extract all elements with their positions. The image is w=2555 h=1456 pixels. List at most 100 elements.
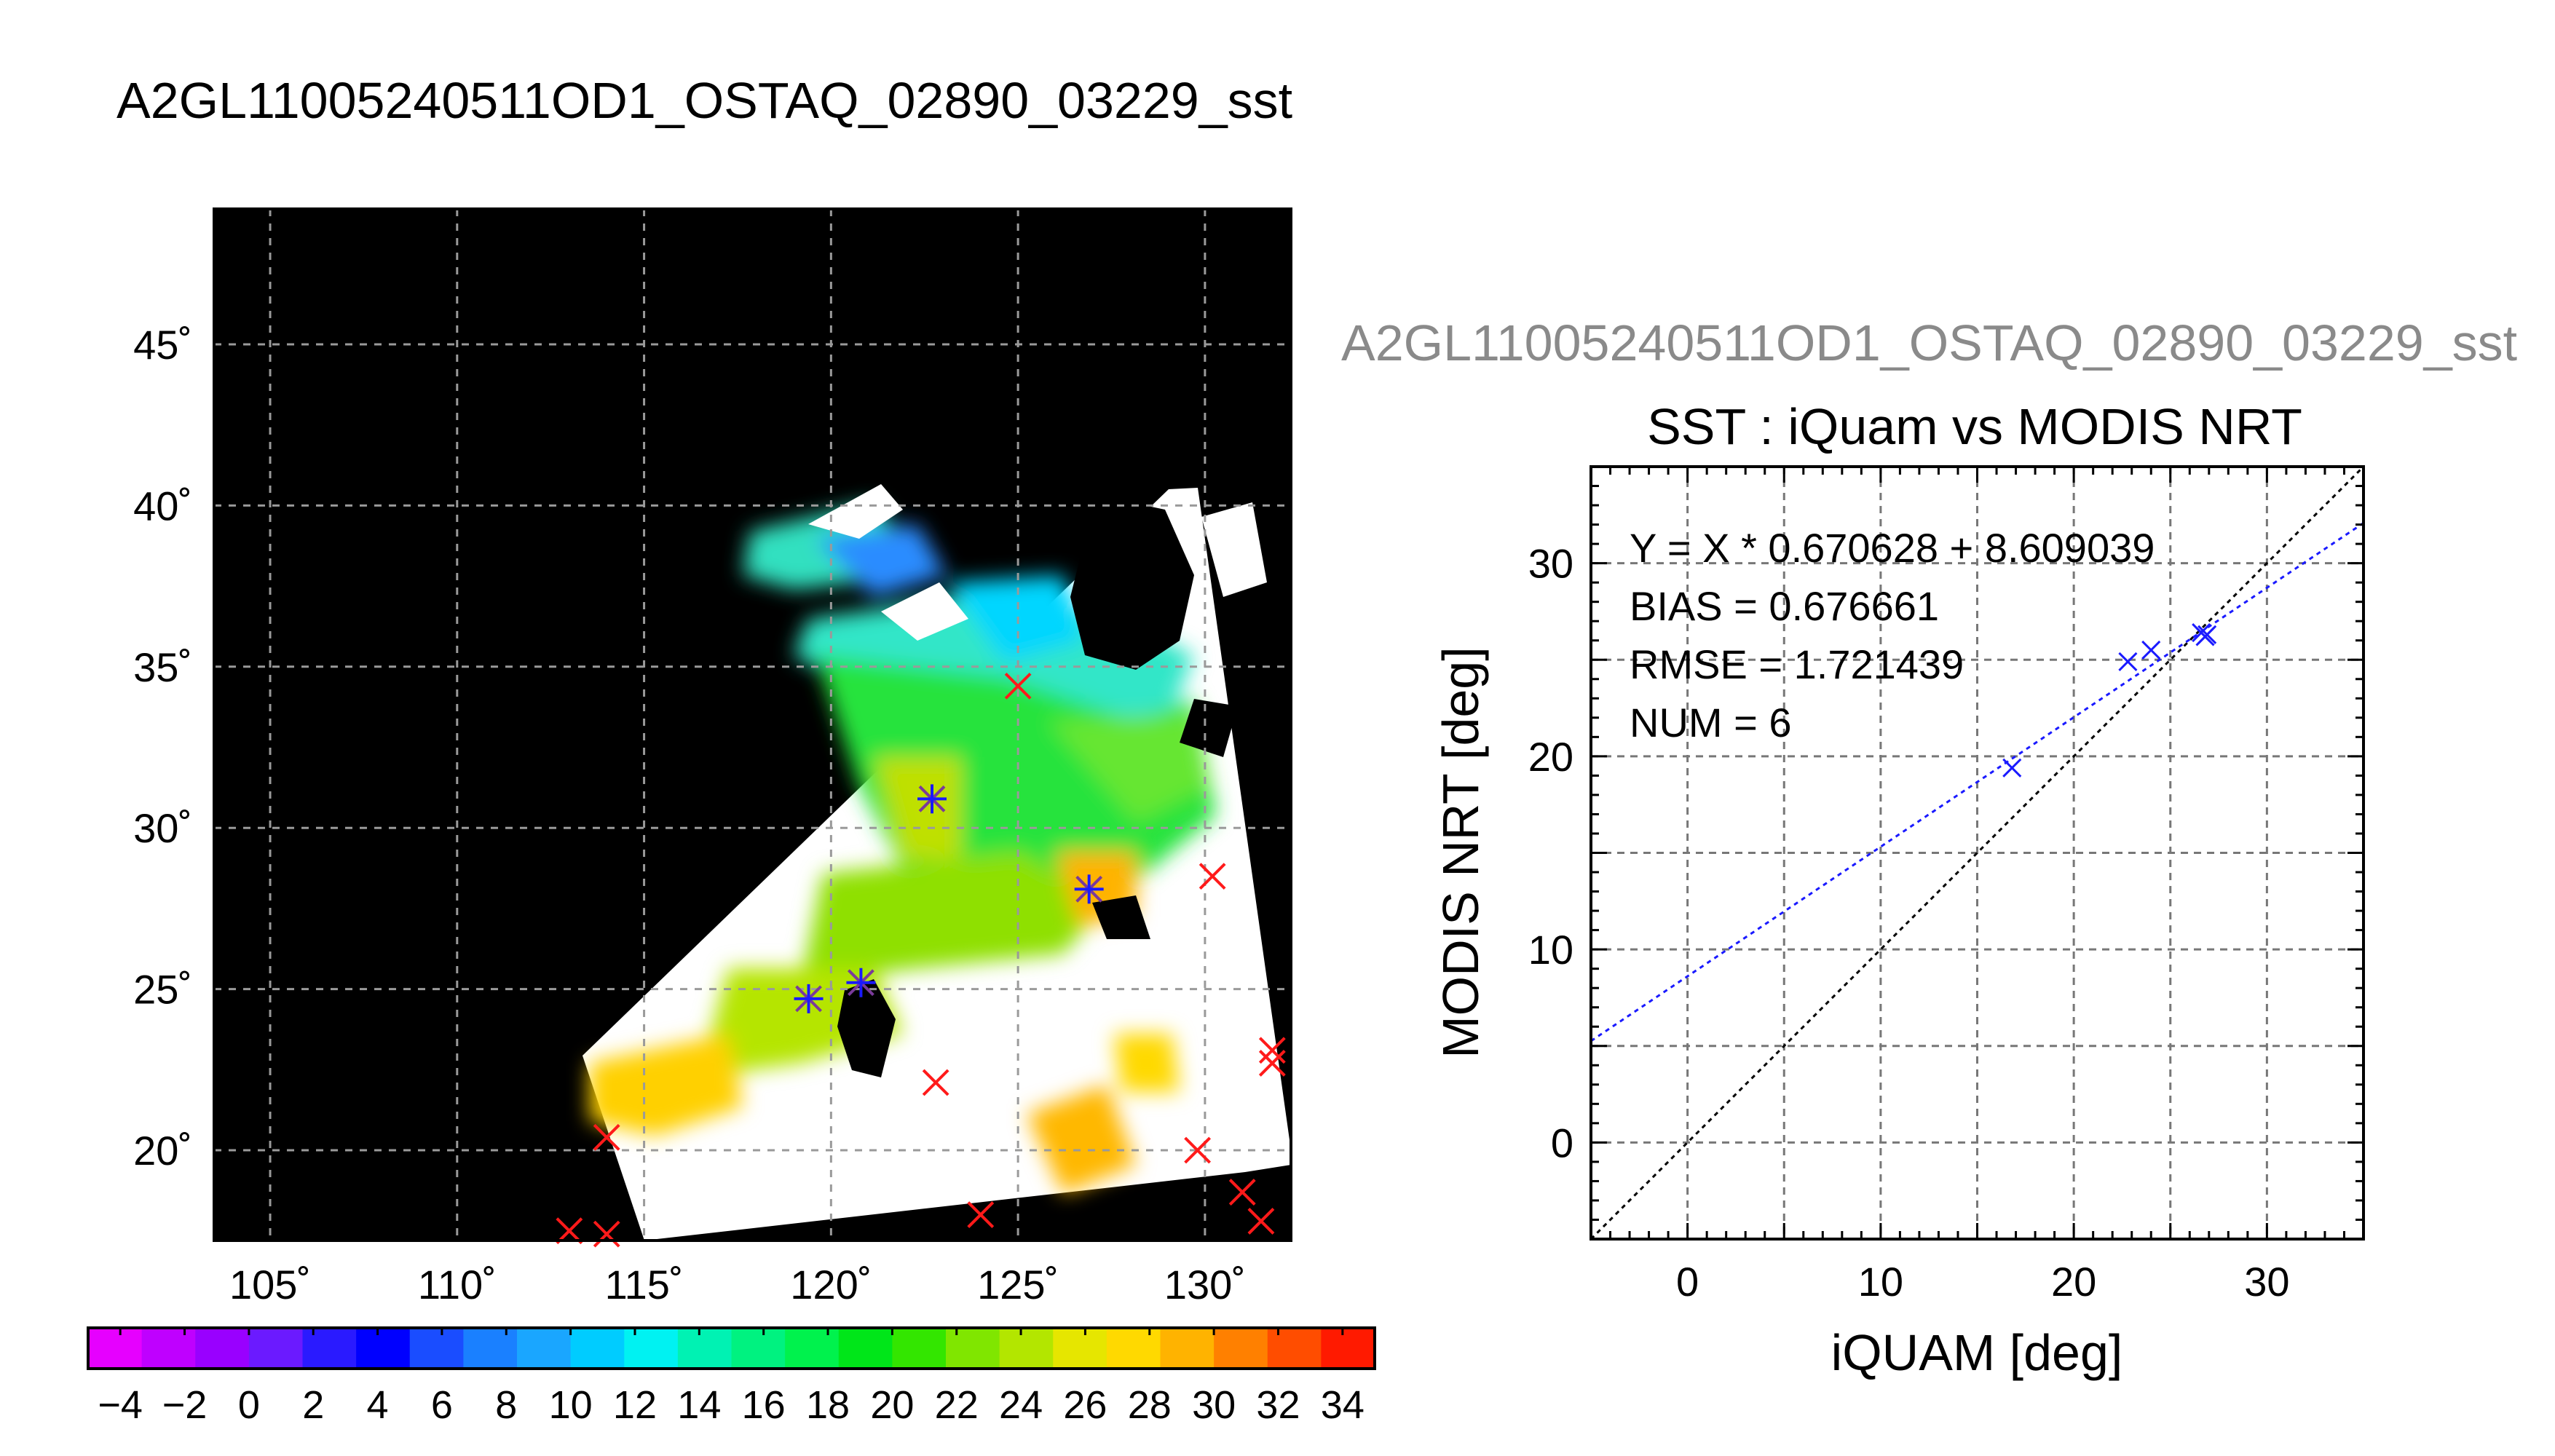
scatter-x-axis-label: iQUAM [deg]: [1831, 1324, 2123, 1381]
map-lon-tick-label: 105˚: [229, 1262, 311, 1307]
main-title: A2GL11005240511OD1_OSTAQ_02890_03229_sst: [117, 72, 1292, 129]
colorbar-cell: [141, 1328, 197, 1369]
red-x-marker: [1198, 863, 1226, 890]
red-x-marker: [593, 1220, 620, 1248]
scatter-y-tick-labels: 0 10 20 30: [1528, 541, 1573, 1166]
map-lon-tick-label: 130˚: [1164, 1262, 1246, 1307]
colorbar-cell: [1106, 1328, 1161, 1369]
colorbar-cells: [88, 1328, 1375, 1369]
red-x-marker: [1258, 1037, 1286, 1064]
colorbar-tick-label: 26: [1063, 1383, 1107, 1427]
map-lat-labels: 20˚ 25˚ 30˚ 35˚ 40˚ 45˚: [133, 322, 192, 1174]
land-masses: [837, 495, 1238, 1077]
colorbar-tick-label: −2: [162, 1383, 208, 1427]
scatter-point: [2197, 625, 2217, 644]
colorbar-cell: [195, 1328, 250, 1369]
matched-star-marker: [917, 784, 947, 814]
map-lon-labels: 105˚ 110˚ 115˚ 120˚ 125˚ 130˚: [229, 1262, 1246, 1307]
scatter-point: [2002, 758, 2022, 778]
scatter-grid: [1591, 467, 2364, 1239]
red-x-marker: [1228, 1179, 1256, 1206]
colorbar-tick-label: 24: [999, 1383, 1043, 1427]
matched-star-marker: [1074, 874, 1104, 904]
map-markers: [556, 672, 1286, 1248]
colorbar-cell: [1053, 1328, 1107, 1369]
scatter-points: [2002, 623, 2217, 778]
colorbar-cell: [302, 1328, 358, 1369]
one-to-one-line: [1591, 467, 2364, 1239]
map-lat-tick-label: 40˚: [133, 483, 192, 529]
colorbar-tick-label: 28: [1128, 1383, 1172, 1427]
colorbar-cell: [892, 1328, 947, 1369]
colorbar-tick-label: 18: [806, 1383, 850, 1427]
marker-stroke: [1258, 1050, 1286, 1077]
scatter-y-tick-label: 0: [1551, 1120, 1573, 1166]
colorbar-cell: [999, 1328, 1054, 1369]
scatter-header-title: A2GL11005240511OD1_OSTAQ_02890_03229_sst: [1341, 314, 2517, 371]
fit-line: [1591, 522, 2364, 1042]
map-lon-tick-label: 120˚: [790, 1262, 872, 1307]
scatter-y-tick-label: 20: [1528, 734, 1573, 780]
scatter-point: [2118, 652, 2138, 671]
marker-stroke: [967, 1201, 995, 1228]
marker-stroke: [593, 1220, 620, 1248]
map-lon-tick-label: 115˚: [605, 1262, 684, 1307]
map-panel: 105˚ 110˚ 115˚ 120˚ 125˚ 130˚ 20˚ 25˚ 30˚ 35˚ 40˚…: [133, 207, 1292, 1307]
colorbar-cell: [356, 1328, 411, 1369]
matched-star-marker: [846, 968, 876, 997]
marker-stroke: [1247, 1208, 1275, 1235]
marker-stroke: [1198, 863, 1226, 890]
scatter-title: SST : iQuam vs MODIS NRT: [1647, 398, 2302, 455]
colorbar-tick-label: 14: [677, 1383, 721, 1427]
colorbar-tick-label: 22: [935, 1383, 979, 1427]
map-lon-tick-label: 110˚: [418, 1262, 497, 1307]
marker-stroke: [2002, 758, 2022, 778]
red-x-marker: [1258, 1050, 1286, 1077]
colorbar-cell: [838, 1328, 893, 1369]
colorbar-cell: [463, 1328, 518, 1369]
marker-stroke: [1228, 1179, 1256, 1206]
scatter-panel: A2GL11005240511OD1_OSTAQ_02890_03229_sst…: [1341, 314, 2517, 1381]
scatter-y-tick-label: 10: [1528, 927, 1573, 973]
red-x-marker: [1184, 1136, 1212, 1164]
colorbar-tick-label: 2: [302, 1383, 324, 1427]
stats-line-fit: Y = X * 0.670628 + 8.609039: [1630, 525, 2155, 571]
colorbar-tick-label: 30: [1192, 1383, 1236, 1427]
scatter-x-tick-label: 0: [1676, 1259, 1699, 1305]
colorbar-tick-label: 6: [431, 1383, 453, 1427]
colorbar-cell: [517, 1328, 572, 1369]
scatter-x-tick-label: 20: [2051, 1259, 2096, 1305]
marker-stroke: [1258, 1037, 1286, 1064]
colorbar-tick-label: 20: [870, 1383, 914, 1427]
colorbar-cell: [1214, 1328, 1268, 1369]
scatter-frame: [1590, 465, 2365, 1241]
colorbar-frame: [87, 1326, 1376, 1370]
colorbar-tick-label: 32: [1256, 1383, 1300, 1427]
colorbar-tick-label: 12: [613, 1383, 657, 1427]
map-frame: [213, 207, 1292, 1242]
map-lat-tick-label: 35˚: [133, 644, 192, 690]
red-x-marker: [1004, 672, 1032, 700]
scatter-y-axis-label: MODIS NRT [deg]: [1432, 646, 1489, 1058]
marker-stroke: [922, 1069, 949, 1096]
marker-stroke: [2141, 640, 2161, 660]
red-x-marker: [593, 1123, 620, 1151]
scatter-x-tick-label: 10: [1858, 1259, 1903, 1305]
colorbar-cell: [731, 1328, 786, 1369]
colorbar-tick-label: 8: [495, 1383, 517, 1427]
scatter-x-tick-labels: 0 10 20 30: [1676, 1259, 2289, 1305]
marker-stroke: [2197, 625, 2217, 644]
stats-line-num: NUM = 6: [1630, 700, 1792, 745]
stats-block: Y = X * 0.670628 + 8.609039 BIAS = 0.676…: [1630, 525, 2155, 745]
colorbar-tick-label: −4: [98, 1383, 143, 1427]
map-lat-tick-label: 30˚: [133, 805, 192, 851]
marker-stroke: [2118, 652, 2138, 671]
colorbar-cell: [677, 1328, 732, 1369]
red-x-marker: [1247, 1208, 1275, 1235]
colorbar-tick-label: 10: [549, 1383, 593, 1427]
marker-stroke: [593, 1123, 620, 1151]
colorbar-tick-label: 16: [742, 1383, 786, 1427]
map-lat-tick-label: 20˚: [133, 1128, 192, 1174]
colorbar-labels: −4 −2 0 2 4 6 8 10 12 14 16 18 20 22 24 26 28 30 32 34: [98, 1328, 1365, 1427]
